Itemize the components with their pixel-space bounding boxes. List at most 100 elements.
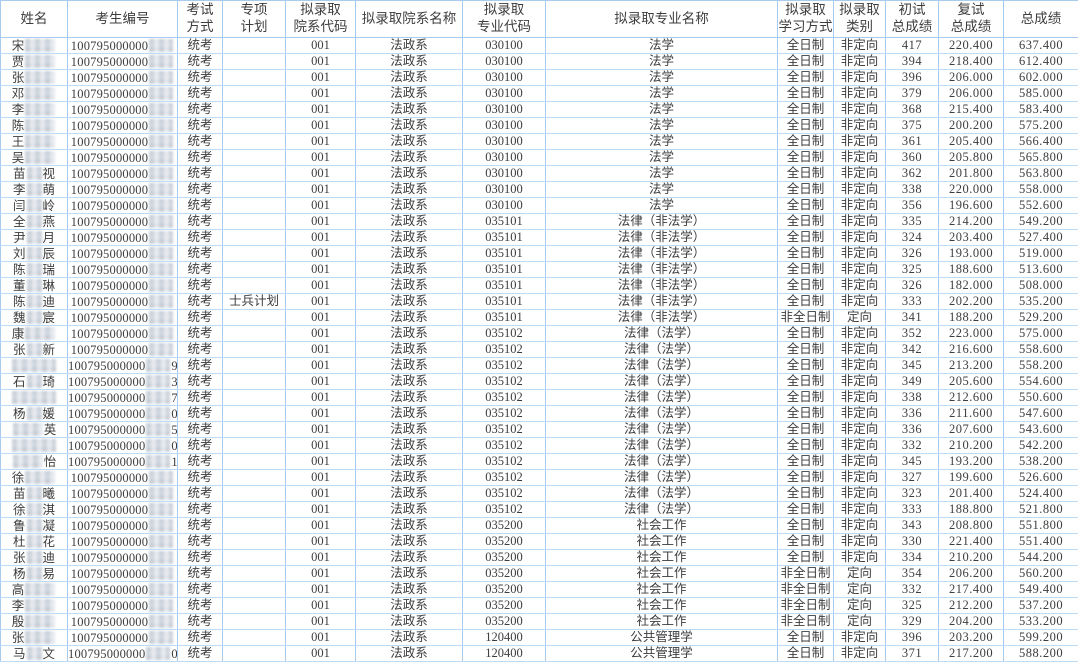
redaction-blur [149,630,174,644]
cell-study-mode: 全日制 [777,133,834,150]
cell-dept-name: 法政系 [355,101,463,118]
cell-total-score: 552.600 [1003,197,1078,214]
cell-exam-method: 统考 [177,309,223,326]
cell-dept-name: 法政系 [355,181,463,198]
cell-special-plan [222,245,286,262]
cell-major-code: 035101 [462,229,546,246]
cell-name: 李萌 [0,181,68,198]
cell-total-score: 560.200 [1003,565,1078,582]
cell-initial-score: 323 [885,485,939,502]
table-row: 康 100795000000 统考 001 法政系 035102 法律（法学） 全日制 非定向 3… [0,325,1078,342]
cell-major-code: 030100 [462,117,546,134]
cell-category: 非定向 [833,517,886,534]
table-row: 英 100795000000 5 统考 001 法政系 035102 法律（法学） 全日制 非定向… [0,421,1078,438]
cell-special-plan [222,133,286,150]
cell-dept-name: 法政系 [355,245,463,262]
cell-exam-method: 统考 [177,69,223,86]
cell-dept-name: 法政系 [355,309,463,326]
cell-candidate-no: 100795000000 [67,309,178,326]
redaction-blur [25,326,56,340]
cell-initial-score: 324 [885,229,939,246]
cell-retest-score: 206.200 [938,565,1004,582]
cell-study-mode: 非全日制 [777,597,834,614]
cell-special-plan [222,533,286,550]
redaction-blur [12,438,56,452]
cell-study-mode: 全日制 [777,645,834,662]
cell-study-mode: 非全日制 [777,613,834,630]
cell-candidate-no: 100795000000 [67,53,178,70]
cell-retest-score: 210.200 [938,549,1004,566]
cell-study-mode: 非全日制 [777,309,834,326]
cell-dept-code: 001 [285,405,356,422]
cell-dept-name: 法政系 [355,645,463,662]
redaction-blur [26,406,42,420]
cell-category: 定向 [833,613,886,630]
cell-total-score: 551.400 [1003,533,1078,550]
cell-candidate-no: 100795000000 [67,533,178,550]
table-row: 杜花 100795000000 统考 001 法政系 035200 社会工作 全日制 非定向 33… [0,533,1078,550]
cell-special-plan [222,629,286,646]
cell-exam-method: 统考 [177,389,223,406]
cell-major-code: 035102 [462,389,546,406]
cell-exam-method: 统考 [177,101,223,118]
cell-total-score: 527.400 [1003,229,1078,246]
cell-retest-score: 201.400 [938,485,1004,502]
cell-dept-code: 001 [285,469,356,486]
cell-name: 宋 [0,37,68,54]
cell-dept-name: 法政系 [355,549,463,566]
col-header-major-name: 拟录取专业名称 [545,0,778,38]
cell-name: 杨易 [0,565,68,582]
table-row: 张新 100795000000 统考 001 法政系 035102 法律（法学） 全日制 非定向… [0,341,1078,358]
cell-major-code: 035101 [462,309,546,326]
cell-study-mode: 非全日制 [777,581,834,598]
cell-exam-method: 统考 [177,421,223,438]
redaction-blur [26,310,42,324]
cell-name: 董琳 [0,277,68,294]
cell-retest-score: 203.200 [938,629,1004,646]
cell-name: 陈迪 [0,293,68,310]
cell-candidate-no: 100795000000 [67,69,178,86]
cell-retest-score: 201.800 [938,165,1004,182]
redaction-blur [149,278,174,292]
cell-major-name: 法律（法学） [545,453,778,470]
cell-category: 非定向 [833,405,886,422]
cell-name: 尹月 [0,229,68,246]
cell-retest-score: 205.400 [938,133,1004,150]
cell-dept-code: 001 [285,245,356,262]
cell-major-name: 社会工作 [545,533,778,550]
cell-major-code: 035101 [462,277,546,294]
cell-special-plan [222,101,286,118]
table-row: 马文10079500000002统考 001法政系120400公共管理学全日制非定… [0,645,1078,662]
cell-dept-name: 法政系 [355,357,463,374]
cell-major-name: 法律（非法学） [545,229,778,246]
cell-major-name: 法学 [545,37,778,54]
cell-exam-method: 统考 [177,581,223,598]
redaction-blur [25,134,56,148]
cell-category: 非定向 [833,453,886,470]
cell-major-code: 035102 [462,485,546,502]
table-row: 张 100795000000 统考 001 法政系 120400 公共管理学 全日制 非定向 39… [0,629,1078,646]
cell-candidate-no: 100795000000 [67,101,178,118]
cell-candidate-no: 100795000000 [67,341,178,358]
cell-dept-code: 001 [285,197,356,214]
cell-total-score: 599.200 [1003,629,1078,646]
cell-candidate-no: 100795000000 [67,501,178,518]
cell-retest-score: 182.000 [938,277,1004,294]
cell-dept-code: 001 [285,213,356,230]
cell-dept-name: 法政系 [355,389,463,406]
cell-special-plan [222,517,286,534]
cell-candidate-no: 100795000000 [67,117,178,134]
cell-total-score: 547.600 [1003,405,1078,422]
cell-name: 魏宸 [0,309,68,326]
cell-dept-name: 法政系 [355,373,463,390]
cell-retest-score: 196.600 [938,197,1004,214]
redaction-blur [149,550,174,564]
cell-initial-score: 338 [885,181,939,198]
cell-major-name: 法律（法学） [545,373,778,390]
cell-name: 陈 [0,117,68,134]
redaction-blur [149,54,174,68]
cell-candidate-no: 100795000000 1 [67,453,178,470]
cell-major-name: 法律（法学） [545,405,778,422]
cell-initial-score: 326 [885,245,939,262]
cell-category: 定向 [833,581,886,598]
